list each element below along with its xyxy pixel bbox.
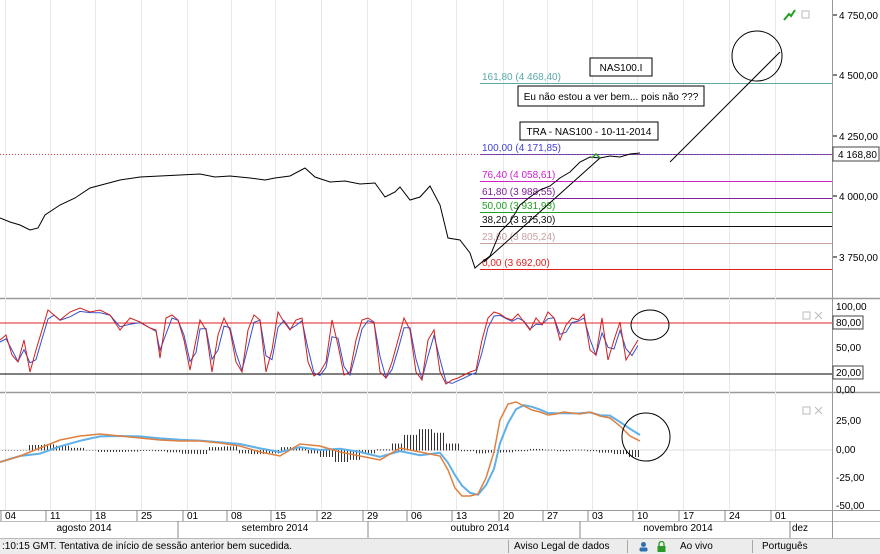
connection-status: Ao vivo	[680, 541, 713, 552]
macd-tick-label: -50,00	[836, 501, 865, 512]
time-tick-label: 18	[95, 511, 107, 522]
language-selector[interactable]: Português	[762, 541, 808, 552]
circle-annotation-price[interactable]	[731, 30, 783, 82]
time-tick-label: 24	[729, 511, 741, 522]
stoch-k-series	[0, 307, 639, 385]
current-price-badge	[832, 146, 880, 162]
time-tick-label: 04	[5, 511, 17, 522]
fib-level[interactable]: 61,80 (3 988,55)	[480, 187, 832, 199]
price-tick-label: 4 250,00	[839, 132, 878, 143]
stoch-close-icon[interactable]	[814, 311, 823, 320]
time-month-label: setembro 2014	[242, 523, 309, 534]
macd-panel[interactable]: 25,00 0,00 -25,00 -50,00	[0, 401, 865, 512]
circle-annotation-stoch[interactable]	[630, 309, 670, 341]
stoch-lower-label: 20,00	[836, 368, 861, 379]
macd-tick-label: 25,00	[836, 416, 861, 427]
annotation-tra-text: TRA - NAS100 - 10-11-2014	[527, 127, 652, 138]
trend-tool-icon[interactable]	[783, 9, 796, 21]
fib-level[interactable]: 0,00 (3 692,00)	[480, 258, 832, 270]
annotation-comment[interactable]: Eu não estou a ver bem... pois não ???	[517, 85, 705, 107]
chart-area[interactable]: 161,80 (4 468,40) 100,00 (4 171,85) 76,40 …	[0, 0, 880, 538]
fib-level[interactable]: 100,00 (4 171,85)	[480, 143, 832, 155]
current-price-label: 4 168,80	[838, 150, 877, 161]
annotation-symbol[interactable]: NAS100.I	[589, 57, 653, 77]
time-tick-label: 01	[775, 511, 787, 522]
status-bar: :10:15 GMT. Tentativa de início de sessã…	[0, 538, 880, 554]
stoch-tick-label: 100,00	[836, 302, 867, 313]
circle-annotation-macd[interactable]	[621, 412, 671, 462]
stoch-upper-label: 80,00	[836, 318, 861, 329]
time-tick-label: 03	[592, 511, 604, 522]
time-month-label: novembro 2014	[643, 523, 713, 534]
time-tick-label: 11	[50, 511, 61, 522]
time-axis[interactable]: 04 11 18 25 01 08 15 22 29 06 13 20 27 03 10 17 24 01 agos…	[0, 510, 808, 538]
time-tick-label: 29	[367, 511, 379, 522]
macd-maximize-icon[interactable]	[802, 406, 811, 415]
fib-level[interactable]: 23,60 (3 805,24)	[480, 232, 832, 244]
time-tick-label: 08	[231, 511, 243, 522]
time-tick-label: 10	[637, 511, 649, 522]
arrow-icon	[591, 152, 601, 159]
macd-line-series	[0, 401, 641, 497]
price-tick-label: 4 000,00	[839, 192, 878, 203]
time-tick-label: 17	[683, 511, 695, 522]
annotation-comment-text: Eu não estou a ver bem... pois não ???	[524, 92, 699, 103]
user-icon	[639, 542, 648, 552]
price-series	[0, 152, 641, 269]
chart-tool-icons[interactable]	[783, 9, 810, 21]
stoch-maximize-icon[interactable]	[802, 311, 811, 320]
time-tick-label: 06	[411, 511, 423, 522]
time-tick-label: 22	[321, 511, 333, 522]
fib-level[interactable]: 38,20 (3 875,30)	[480, 215, 832, 227]
fib-level-label: 100,00 (4 171,85)	[482, 143, 561, 154]
macd-tick-label: 0,00	[836, 445, 856, 456]
time-tick-label: 13	[456, 511, 468, 522]
price-tick-label: 4 500,00	[839, 71, 878, 82]
macd-signal-series	[0, 404, 641, 496]
fib-level-label: 61,80 (3 988,55)	[482, 187, 555, 198]
trend-line-projection[interactable]	[669, 51, 781, 163]
lock-icon	[657, 541, 666, 552]
annotation-symbol-text: NAS100.I	[600, 63, 643, 74]
fib-level-label: 23,60 (3 805,24)	[482, 232, 555, 243]
time-month-label: outubro 2014	[451, 523, 510, 534]
maximize-icon[interactable]	[801, 10, 810, 19]
fib-level-label: 161,80 (4 468,40)	[482, 72, 561, 83]
price-panel[interactable]	[0, 0, 832, 298]
fib-level-label: 38,20 (3 875,30)	[482, 215, 555, 226]
stoch-d-series	[0, 310, 639, 384]
time-tick-label: 27	[547, 511, 559, 522]
legal-notice-link[interactable]: Aviso Legal de dados	[514, 541, 610, 552]
price-tick-label: 3 750,00	[839, 253, 878, 264]
price-axis[interactable]: 4 750,00 4 500,00 4 250,00 4 000,00 3 750,00…	[832, 11, 880, 264]
fib-level[interactable]: 161,80 (4 468,40)	[480, 72, 832, 84]
fib-level-label: 76,40 (4 058,61)	[482, 170, 555, 181]
fib-level[interactable]: 76,40 (4 058,61)	[480, 170, 832, 182]
fib-level-label: 0,00 (3 692,00)	[482, 258, 550, 269]
macd-close-icon[interactable]	[814, 406, 823, 415]
time-tick-label: 20	[503, 511, 515, 522]
stochastic-panel[interactable]: 100,00 50,00 0,00 80,00 20,00	[0, 302, 867, 396]
time-tick-label: 25	[141, 511, 153, 522]
stoch-tick-label: 0,00	[836, 385, 856, 396]
annotation-tra[interactable]: TRA - NAS100 - 10-11-2014	[519, 121, 659, 141]
trend-line-up[interactable]	[483, 157, 601, 263]
time-month-label: agosto 2014	[56, 523, 111, 534]
stoch-tick-label: 50,00	[836, 343, 861, 354]
time-tick-label: 15	[275, 511, 287, 522]
status-message: :10:15 GMT. Tentativa de início de sessã…	[2, 541, 292, 552]
time-tick-label: 01	[187, 511, 199, 522]
price-tick-label: 4 750,00	[839, 11, 878, 22]
macd-tick-label: -25,00	[836, 473, 865, 484]
time-month-label: dez	[792, 523, 808, 534]
